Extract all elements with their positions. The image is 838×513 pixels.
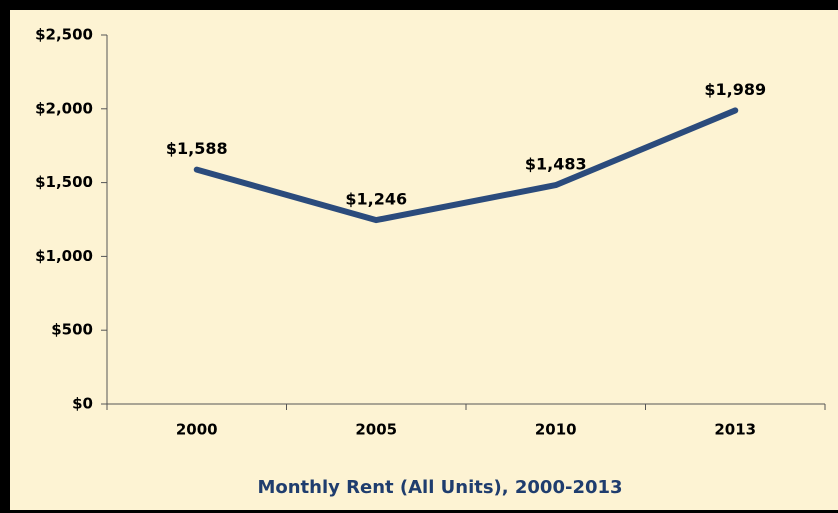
chart-title: Monthly Rent (All Units), 2000-2013 — [257, 477, 622, 498]
y-tick-label: $0 — [72, 395, 93, 413]
line — [193, 107, 739, 224]
y-tick-label: $1,500 — [35, 173, 93, 191]
x-tick-label: 2010 — [535, 421, 577, 439]
data-label: $1,246 — [345, 190, 407, 209]
y-tick-label: $500 — [51, 321, 93, 339]
x-tick-label: 2013 — [714, 421, 756, 439]
y-tick-label: $2,500 — [35, 26, 93, 44]
x-tick-label: 2000 — [176, 421, 218, 439]
chart-background — [10, 10, 838, 510]
y-tick-label: $2,000 — [35, 99, 93, 117]
data-label: $1,989 — [704, 80, 766, 99]
data-label: $1,588 — [166, 139, 228, 158]
y-tick-label: $1,000 — [35, 247, 93, 265]
x-tick-label: 2005 — [355, 421, 397, 439]
data-label: $1,483 — [525, 155, 587, 174]
